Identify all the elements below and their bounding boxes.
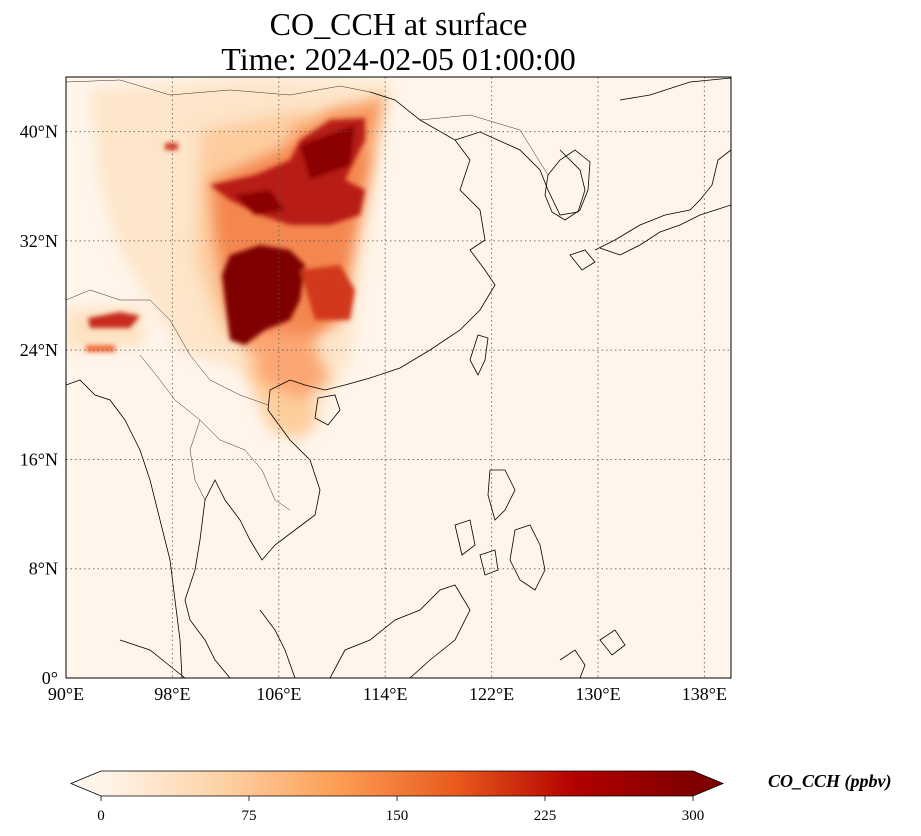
lon-tick-label: 90°E [48,684,84,704]
colorbar: 0 75 150 225 300 [69,770,725,824]
coastlines [66,77,731,678]
lat-tick-label: 40°N [20,122,58,142]
colorbar-tick-label: 300 [682,808,705,824]
longitude-labels: 90°E 98°E 106°E 114°E 122°E 130°E 138°E [48,684,727,704]
lat-tick-label: 0° [42,668,58,688]
concentration-field [66,77,731,678]
lon-tick-label: 98°E [154,684,190,704]
lat-tick-label: 32°N [20,231,58,251]
colorbar-label: CO_CCH (ppbv) [768,771,892,791]
colorbar-ticks: 0 75 150 225 300 [97,796,704,824]
colorbar-tick-label: 150 [386,808,409,824]
gridlines [66,77,731,678]
lon-tick-label: 130°E [575,684,620,704]
colorbar-gradient [101,771,693,796]
colorbar-tick-label: 0 [97,808,105,824]
lon-tick-label: 138°E [682,684,727,704]
latitude-labels: 0° 8°N 16°N 24°N 32°N 40°N [20,122,58,688]
map-frame [65,76,732,679]
lat-tick-label: 24°N [20,340,58,360]
lat-tick-label: 16°N [20,449,58,469]
lon-tick-label: 114°E [363,684,408,704]
colorbar-tick-label: 225 [534,808,557,824]
colorbar-tick-label: 75 [242,808,257,824]
lon-tick-label: 122°E [469,684,514,704]
lon-tick-label: 106°E [256,684,301,704]
map-title-line1: CO_CCH at surface [269,6,528,42]
colorbar-min-extension [71,771,101,796]
colorbar-max-extension [693,771,723,796]
lat-tick-label: 8°N [29,559,58,579]
country-borders [66,79,549,511]
map-title-line2: Time: 2024-02-05 01:00:00 [221,41,576,77]
